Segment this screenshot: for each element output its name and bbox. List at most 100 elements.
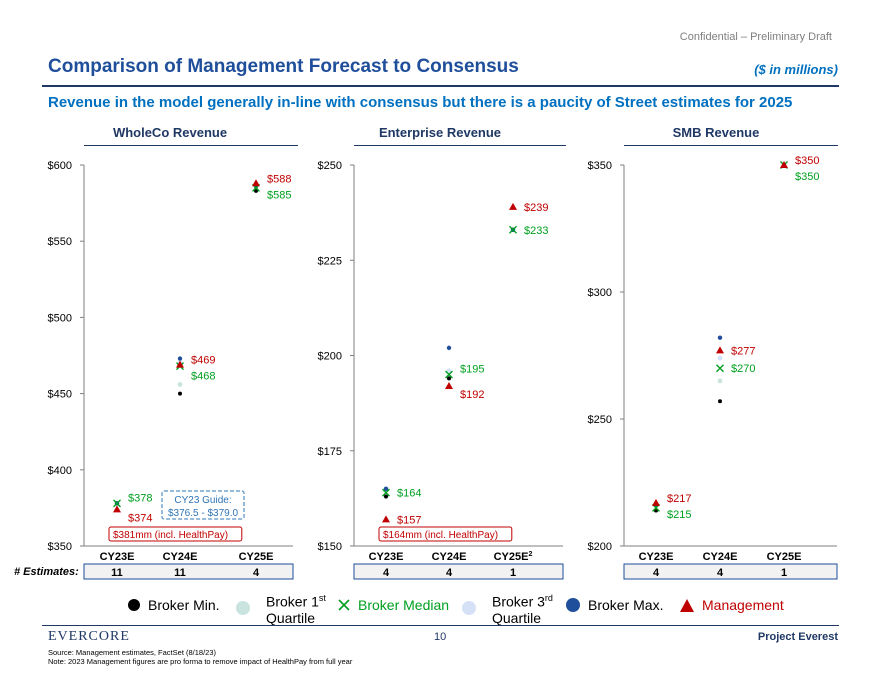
x-tick-label: CY23E (100, 551, 135, 563)
legend-q1-sup: st (318, 593, 326, 603)
broker-q3-point (717, 355, 723, 361)
chart-title-smb: SMB Revenue (672, 125, 760, 140)
median-data-label: $164 (397, 488, 421, 500)
management-point (252, 179, 260, 187)
median-data-label: $195 (460, 364, 484, 376)
estimates-count: 4 (653, 567, 660, 579)
units-label: ($ in millions) (754, 62, 838, 77)
y-tick-label: $250 (588, 414, 612, 426)
estimates-count: 11 (174, 567, 186, 579)
broker-median-point (509, 225, 517, 234)
broker-min-point (718, 399, 722, 404)
estimates-count: 4 (253, 567, 260, 579)
y-tick-label: $175 (318, 446, 342, 458)
y-tick-label: $600 (48, 160, 72, 172)
legend-broker-median: Broker Median (338, 597, 449, 613)
median-data-label: $585 (267, 189, 291, 201)
estimates-count: 11 (111, 567, 123, 579)
guide-box (161, 490, 245, 520)
legend-broker-min-label: Broker Min. (148, 597, 220, 613)
median-data-label: $270 (731, 363, 755, 375)
legend-broker-q3: Broker 3rd Quartile (462, 590, 553, 626)
x-tick-label: CY24E (432, 551, 467, 563)
broker-max-point (177, 356, 183, 361)
management-point (716, 346, 724, 354)
legend-management-label: Management (702, 597, 784, 613)
y-tick-label: $400 (48, 465, 72, 477)
x-tick-label: CY24E (163, 551, 198, 563)
management-marker-icon (680, 598, 694, 612)
y-tick-label: $225 (318, 255, 342, 267)
management-point (509, 202, 517, 210)
healthpay-callout-text: $164mm (incl. HealthPay) (383, 530, 498, 541)
management-point (652, 498, 660, 506)
broker-max-point (383, 486, 389, 492)
page-number: 10 (434, 631, 447, 643)
y-tick-label: $500 (48, 312, 72, 324)
broker-median-point (716, 364, 724, 373)
panel-divider (84, 145, 298, 146)
management-point (780, 161, 788, 168)
legend-broker-min: Broker Min. (128, 597, 220, 613)
x-tick-label: CY25E (767, 551, 802, 563)
management-point (445, 381, 453, 389)
management-data-label: $192 (460, 389, 484, 401)
broker-q1-point (717, 378, 723, 384)
legend-broker-q1: Broker 1st Quartile (236, 590, 326, 626)
broker-max-marker-icon (566, 598, 580, 612)
source-note: Source: Management estimates, FactSet (8… (48, 648, 216, 657)
broker-max-point (717, 335, 723, 340)
management-data-label: $469 (191, 355, 215, 367)
x-tick-label: CY23E (639, 551, 674, 563)
median-data-label: $378 (128, 492, 152, 504)
estimates-count: 1 (510, 567, 516, 579)
legend-q3-line1: Broker 3 (492, 593, 545, 610)
broker-q3-point (446, 368, 452, 374)
y-tick-label: $200 (318, 351, 342, 363)
chart-title-enterprise: Enterprise Revenue (378, 125, 502, 140)
estimates-count: 4 (717, 567, 724, 579)
management-data-label: $157 (397, 514, 421, 526)
broker-q1-marker-icon (236, 600, 250, 615)
charts-canvas: $350 $400 $450 $500 $550 $600 CY23E CY24E CY25E 1… (14, 155, 838, 580)
x-tick-label: CY23E (369, 551, 404, 563)
management-point (113, 505, 121, 513)
page-title: Comparison of Management Forecast to Con… (48, 56, 519, 77)
x-tick-label: CY24E (703, 551, 738, 563)
y-tick-label: $200 (588, 541, 612, 553)
estimates-count: 1 (781, 567, 787, 579)
y-tick-label: $350 (588, 160, 612, 172)
estimates-box (83, 563, 294, 580)
broker-median-point (382, 488, 390, 497)
panel-divider (354, 145, 566, 146)
median-data-label: $215 (667, 509, 691, 521)
healthpay-callout-box (378, 526, 513, 542)
estimates-row-label: # Estimates: (14, 566, 79, 578)
management-data-label: $239 (524, 202, 548, 214)
broker-min-marker-icon (128, 599, 140, 611)
management-point (176, 360, 184, 368)
median-data-label: $350 (795, 171, 819, 183)
legend-management: Management (680, 597, 784, 613)
broker-q3-marker-icon (462, 600, 476, 615)
guide-range: $376.5 - $379.0 (168, 508, 238, 519)
broker-median-point (113, 499, 121, 508)
estimates-box (353, 563, 564, 580)
y-tick-label: $350 (48, 541, 72, 553)
footer-divider (42, 625, 839, 626)
management-data-label: $217 (667, 493, 691, 505)
y-tick-label: $300 (588, 287, 612, 299)
legend-broker-median-label: Broker Median (358, 597, 450, 613)
management-data-label: $277 (731, 345, 755, 357)
broker-min-point (447, 376, 451, 381)
chart-title-wholeco: WholeCo Revenue (112, 125, 228, 140)
legend-q3-line2: Quartile (492, 609, 542, 626)
broker-min-point (384, 494, 388, 499)
broker-median-point (445, 370, 453, 379)
broker-median-marker-icon (338, 599, 350, 611)
median-data-label: $233 (524, 225, 548, 237)
legend: Broker Min. Broker 1st Quartile Broker M… (0, 588, 880, 626)
page-subtitle: Revenue in the model generally in-line w… (48, 94, 793, 111)
y-tick-label: $550 (48, 236, 72, 248)
footnote-superscript: 2 (528, 551, 532, 558)
